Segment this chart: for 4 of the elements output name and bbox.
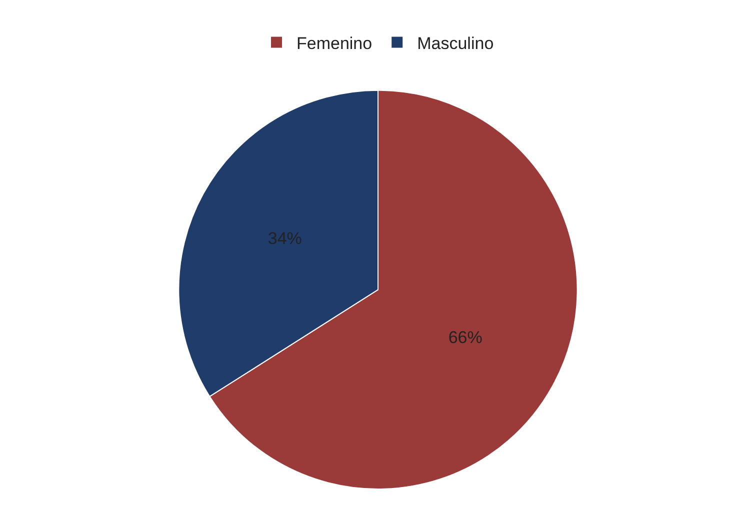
legend-label: Femenino: [296, 34, 372, 53]
data-label: 66%: [448, 328, 482, 348]
data-label: 34%: [268, 228, 302, 248]
legend-label: Masculino: [417, 34, 494, 53]
